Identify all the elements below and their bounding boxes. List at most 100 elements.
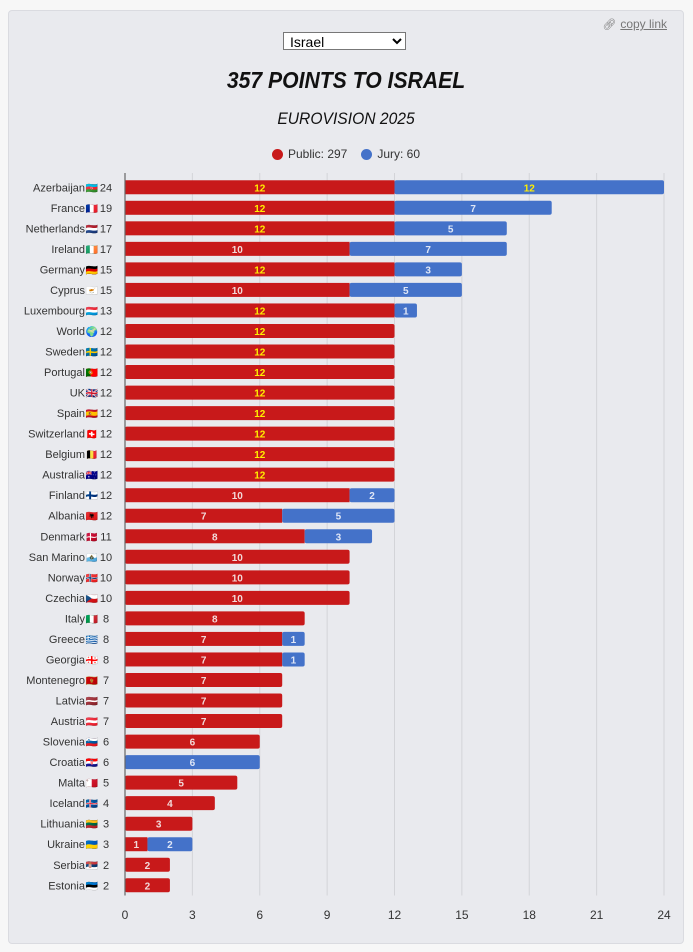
chart-subtitle: EUROVISION 2025 [277,109,415,128]
public-bar-label: 5 [178,779,184,790]
legend-item-jury[interactable]: Jury: 60 [361,147,420,161]
public-bar-label: 4 [167,799,173,810]
country-label: France [51,203,85,215]
public-bar [125,857,170,872]
country-total: 17 [100,223,112,235]
country-total: 12 [100,347,112,359]
link-icon: 🔗︎ [602,18,617,31]
flag-icon: 🇸🇪 [86,347,99,359]
country-total: 5 [103,778,109,790]
public-bar-label: 7 [201,697,207,708]
flag-icon: 🇦🇿 [86,182,99,194]
public-bar-label: 7 [201,655,207,666]
legend: Public: 297 Jury: 60 [9,147,683,161]
country-label: Austria [51,716,86,728]
country-label: Norway [48,572,86,584]
country-total: 12 [100,511,112,523]
public-bar-label: 12 [254,265,266,276]
flag-icon: 🇬🇧 [86,388,99,400]
country-label: Germany [40,264,86,276]
country-label: World [56,326,85,338]
public-bar-label: 7 [201,512,207,523]
legend-label-jury: Jury: 60 [377,147,421,161]
copy-link[interactable]: 🔗︎ copy link [602,17,667,31]
country-total: 10 [100,572,112,584]
flag-icon: 🇬🇷 [86,634,99,646]
public-bar [125,406,395,421]
country-label: Luxembourg [24,305,85,317]
public-bar-label: 12 [254,389,266,400]
public-bar [125,611,305,626]
flag-icon: 🇳🇱 [86,223,99,235]
public-bar-label: 1 [133,840,139,851]
country-total: 12 [100,490,112,502]
jury-bar-label: 1 [291,655,297,666]
country-label: Malta [58,778,86,790]
country-total: 3 [103,839,109,851]
flag-icon: 🇫🇮 [86,490,99,502]
flag-icon: 🇨🇿 [86,593,99,605]
country-label: Netherlands [26,223,86,235]
public-bar [125,796,215,811]
public-bar-label: 10 [232,286,244,297]
country-total: 12 [100,367,112,379]
jury-bar [349,241,507,256]
jury-bar-label: 5 [336,512,342,523]
flag-icon: 🇨🇭 [86,428,98,441]
flag-icon: 🇸🇮 [86,737,99,749]
flag-icon: 🇺🇦 [86,839,99,851]
flag-icon: 🇩🇰 [86,530,98,543]
jury-bar [349,488,395,503]
country-label: Croatia [50,757,86,769]
flag-icon: 🇮🇪 [86,244,99,256]
country-total: 6 [103,737,109,749]
flag-icon: 🇲🇪 [86,675,99,687]
country-label: Azerbaijan [33,182,85,194]
public-bar [125,323,395,338]
public-bar [125,672,283,687]
public-bar [125,508,283,523]
flag-icon: 🇸🇲 [86,551,98,564]
jury-bar-label: 3 [425,265,431,276]
country-label: Cyprus [50,285,85,297]
public-bar [125,241,350,256]
x-tick-label: 21 [590,908,604,922]
jury-bar [282,652,305,667]
flag-icon: 🇩🇪 [86,264,99,276]
public-bar [125,652,283,667]
country-total: 2 [103,880,109,892]
country-label: Albania [48,511,86,523]
country-label: Spain [57,408,85,420]
flag-icon: 🇫🇷 [86,203,99,215]
country-total: 2 [103,860,109,872]
public-bar-label: 12 [254,430,266,441]
public-bar-label: 12 [254,450,266,461]
country-label: Finland [49,490,85,502]
jury-bar [394,200,552,215]
public-bar [125,837,148,852]
legend-item-public[interactable]: Public: 297 [271,147,347,161]
public-bar [125,570,350,585]
country-label: Switzerland [28,429,85,441]
x-tick-label: 18 [523,908,537,922]
country-total: 12 [100,470,112,482]
flag-icon: 🇳🇴 [86,572,99,584]
country-total: 15 [100,264,112,276]
x-tick-label: 3 [189,908,196,922]
public-bar [125,734,260,749]
legend-dot-public [271,148,283,160]
chart-title: 357 POINTS TO ISRAEL [226,67,466,93]
flag-icon: 🌍 [86,325,98,338]
flag-icon: 🇦🇺 [86,469,99,482]
jury-bar-label: 1 [291,635,297,646]
copy-link-label[interactable]: copy link [620,17,667,31]
x-tick-label: 15 [455,908,469,922]
flag-icon: 🇮🇹 [86,613,99,625]
public-bar-label: 12 [254,368,266,379]
chart-panel: 🔗︎ copy link Israel 357 POINTS TO ISRAEL… [8,10,684,944]
country-total: 8 [103,613,109,625]
public-bar-label: 12 [254,409,266,420]
country-select[interactable]: Israel [283,32,406,50]
public-bar-label: 10 [232,491,244,502]
country-total: 12 [100,326,112,338]
